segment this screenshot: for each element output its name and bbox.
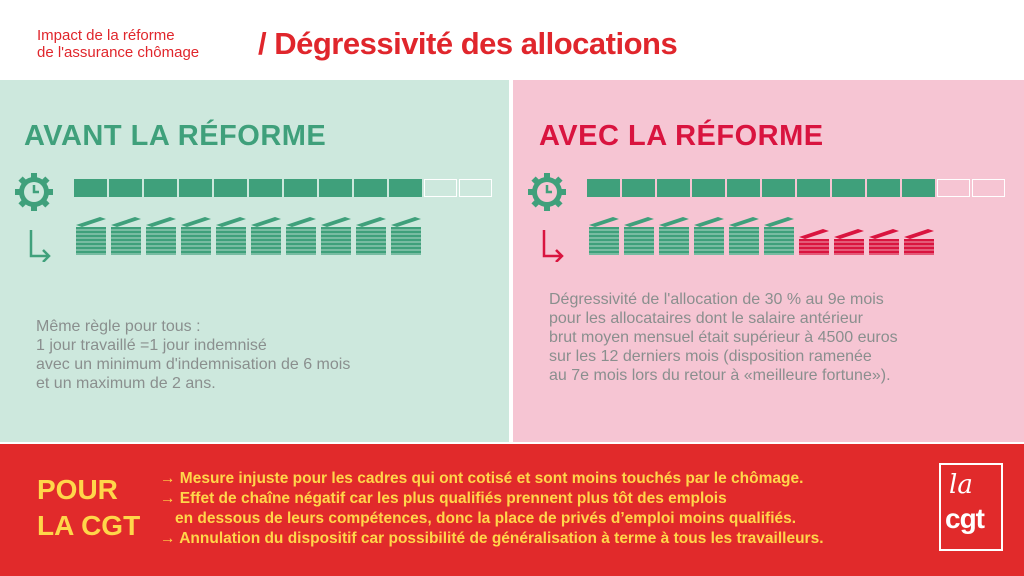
- money-stack-reduced-icon: [799, 229, 829, 255]
- money-stack-icon: [111, 217, 141, 255]
- money-stack-icon: [764, 217, 794, 255]
- duration-bar: [587, 179, 1005, 197]
- money-stack-reduced-icon: [904, 229, 934, 255]
- cgt-title-line2: LA CGT: [37, 510, 141, 541]
- allocation-money-row: [74, 213, 423, 257]
- money-stack-icon: [181, 217, 211, 255]
- duration-segment-empty: [424, 179, 457, 197]
- duration-segment-empty: [937, 179, 970, 197]
- avant-text-line: 1 jour travaillé =1 jour indemnisé: [36, 337, 267, 354]
- duration-segment-empty: [459, 179, 492, 197]
- duration-segment-filled: [902, 179, 935, 197]
- duration-segment-filled: [144, 179, 177, 197]
- money-stack-icon: [391, 217, 421, 255]
- cgt-position-item: → Annulation du dispositif car possibili…: [160, 530, 824, 547]
- duration-bar: [74, 179, 492, 197]
- money-stack-icon: [216, 217, 246, 255]
- page-title: / Dégressivité des allocations: [258, 26, 678, 61]
- money-stack-icon: [321, 217, 351, 255]
- avec-text-line: sur les 12 derniers mois (disposition ra…: [549, 348, 872, 365]
- arrow-down-right-icon: [542, 230, 564, 262]
- duration-segment-filled: [727, 179, 760, 197]
- money-stack-reduced-icon: [834, 229, 864, 255]
- avec-text-line: pour les allocataires dont le salaire an…: [549, 310, 863, 327]
- money-stack-icon: [624, 217, 654, 255]
- clock-gear-icon: [15, 173, 53, 211]
- arrow-down-right-icon: [29, 230, 51, 262]
- duration-segment-filled: [249, 179, 282, 197]
- avant-text-line: avec un minimum d'indemnisation de 6 moi…: [36, 356, 351, 373]
- panel-avec-heading: AVEC LA RÉFORME: [539, 120, 824, 152]
- duration-segment-filled: [389, 179, 422, 197]
- panel-avec-text: Dégressivité de l'allocation de 30 % au …: [549, 290, 1009, 385]
- duration-segment-filled: [867, 179, 900, 197]
- money-stack-icon: [356, 217, 386, 255]
- cgt-position-title: POUR LA CGT: [37, 472, 140, 544]
- panel-avant-heading: AVANT LA RÉFORME: [24, 120, 327, 152]
- money-stack-icon: [729, 217, 759, 255]
- money-stack-icon: [659, 217, 689, 255]
- cgt-position-list: → Mesure injuste pour les cadres qui ont…: [160, 469, 824, 549]
- avec-text-line: au 7e mois lors du retour à «meilleure f…: [549, 367, 891, 384]
- header-subtitle-line1: Impact de la réforme: [37, 27, 175, 44]
- clock-gear-icon: [528, 173, 566, 211]
- money-stack-icon: [251, 217, 281, 255]
- duration-segment-filled: [622, 179, 655, 197]
- duration-segment-filled: [284, 179, 317, 197]
- money-stack-reduced-icon: [869, 229, 899, 255]
- cgt-logo-cgt: cgt: [945, 503, 985, 534]
- header-subtitle: Impact de la réforme de l'assurance chôm…: [37, 27, 199, 61]
- allocation-money-row: [587, 213, 936, 257]
- panel-avec: AVEC LA RÉFORME Dégressivité de l: [513, 80, 1024, 442]
- money-stack-icon: [286, 217, 316, 255]
- duration-segment-filled: [319, 179, 352, 197]
- money-stack-icon: [589, 217, 619, 255]
- duration-segment-filled: [74, 179, 107, 197]
- duration-segment-filled: [109, 179, 142, 197]
- cgt-title-line1: POUR: [37, 474, 118, 505]
- avant-text-line: et un maximum de 2 ans.: [36, 375, 216, 392]
- duration-segment-filled: [214, 179, 247, 197]
- panel-avant-text: Même règle pour tous : 1 jour travaillé …: [36, 317, 476, 393]
- duration-segment-filled: [692, 179, 725, 197]
- duration-segment-filled: [354, 179, 387, 197]
- avec-text-line: Dégressivité de l'allocation de 30 % au …: [549, 291, 884, 308]
- duration-segment-filled: [762, 179, 795, 197]
- cgt-position-band: POUR LA CGT → Mesure injuste pour les ca…: [0, 444, 1024, 576]
- money-stack-icon: [76, 217, 106, 255]
- avec-text-line: brut moyen mensuel était supérieur à 450…: [549, 329, 898, 346]
- cgt-logo: la cgt: [939, 463, 1003, 551]
- duration-segment-filled: [179, 179, 212, 197]
- avant-text-line: Même règle pour tous :: [36, 318, 201, 335]
- cgt-logo-la: la: [949, 470, 973, 500]
- duration-segment-empty: [972, 179, 1005, 197]
- money-stack-icon: [694, 217, 724, 255]
- duration-segment-filled: [797, 179, 830, 197]
- money-stack-icon: [146, 217, 176, 255]
- duration-segment-filled: [832, 179, 865, 197]
- header-subtitle-line2: de l'assurance chômage: [37, 44, 200, 61]
- cgt-position-item: → Effet de chaîne négatif car les plus q…: [160, 490, 727, 507]
- duration-segment-filled: [587, 179, 620, 197]
- cgt-position-item-continuation: en dessous de leurs compétences, donc la…: [175, 510, 797, 527]
- panel-avant: AVANT LA RÉFORME Même règle pour: [0, 80, 509, 442]
- cgt-position-item: → Mesure injuste pour les cadres qui ont…: [160, 470, 804, 487]
- duration-segment-filled: [657, 179, 690, 197]
